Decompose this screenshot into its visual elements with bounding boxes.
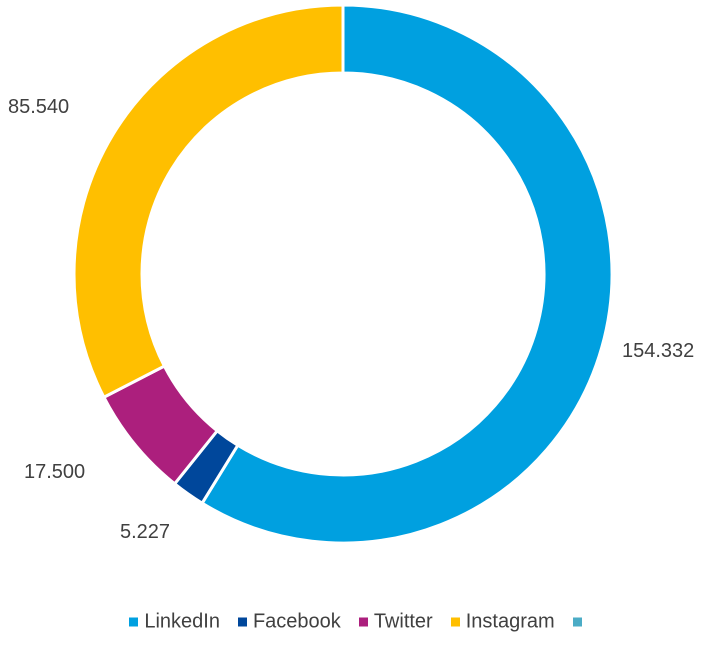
- donut-slices: [72, 3, 614, 545]
- legend-swatch-twitter: [358, 617, 368, 627]
- legend-item-instagram: Instagram: [450, 610, 555, 634]
- legend-swatch-blank: [572, 617, 582, 627]
- legend-item-blank: [572, 617, 582, 627]
- legend-item-twitter: Twitter: [358, 610, 433, 634]
- legend-label-facebook: Facebook: [252, 610, 341, 633]
- donut-data-labels: 154.332 5.227 17.500 85.540: [8, 96, 694, 543]
- chart-legend: LinkedIn Facebook Twitter Instagram: [0, 611, 711, 634]
- legend-item-facebook: Facebook: [237, 610, 341, 634]
- data-label-instagram: 85.540: [8, 96, 69, 118]
- data-label-linkedin: 154.332: [622, 340, 694, 362]
- slice-instagram: [72, 3, 345, 400]
- legend-label-twitter: Twitter: [373, 610, 433, 633]
- legend-label-linkedin: LinkedIn: [144, 610, 220, 633]
- legend-item-linkedin: LinkedIn: [129, 611, 220, 634]
- data-label-twitter: 17.500: [24, 461, 85, 483]
- legend-swatch-facebook: [237, 617, 247, 627]
- legend-swatch-linkedin: [129, 617, 139, 627]
- legend-swatch-instagram: [450, 617, 460, 627]
- legend-label-instagram: Instagram: [465, 610, 555, 633]
- slice-linkedin: [200, 3, 614, 545]
- data-label-facebook: 5.227: [120, 521, 170, 543]
